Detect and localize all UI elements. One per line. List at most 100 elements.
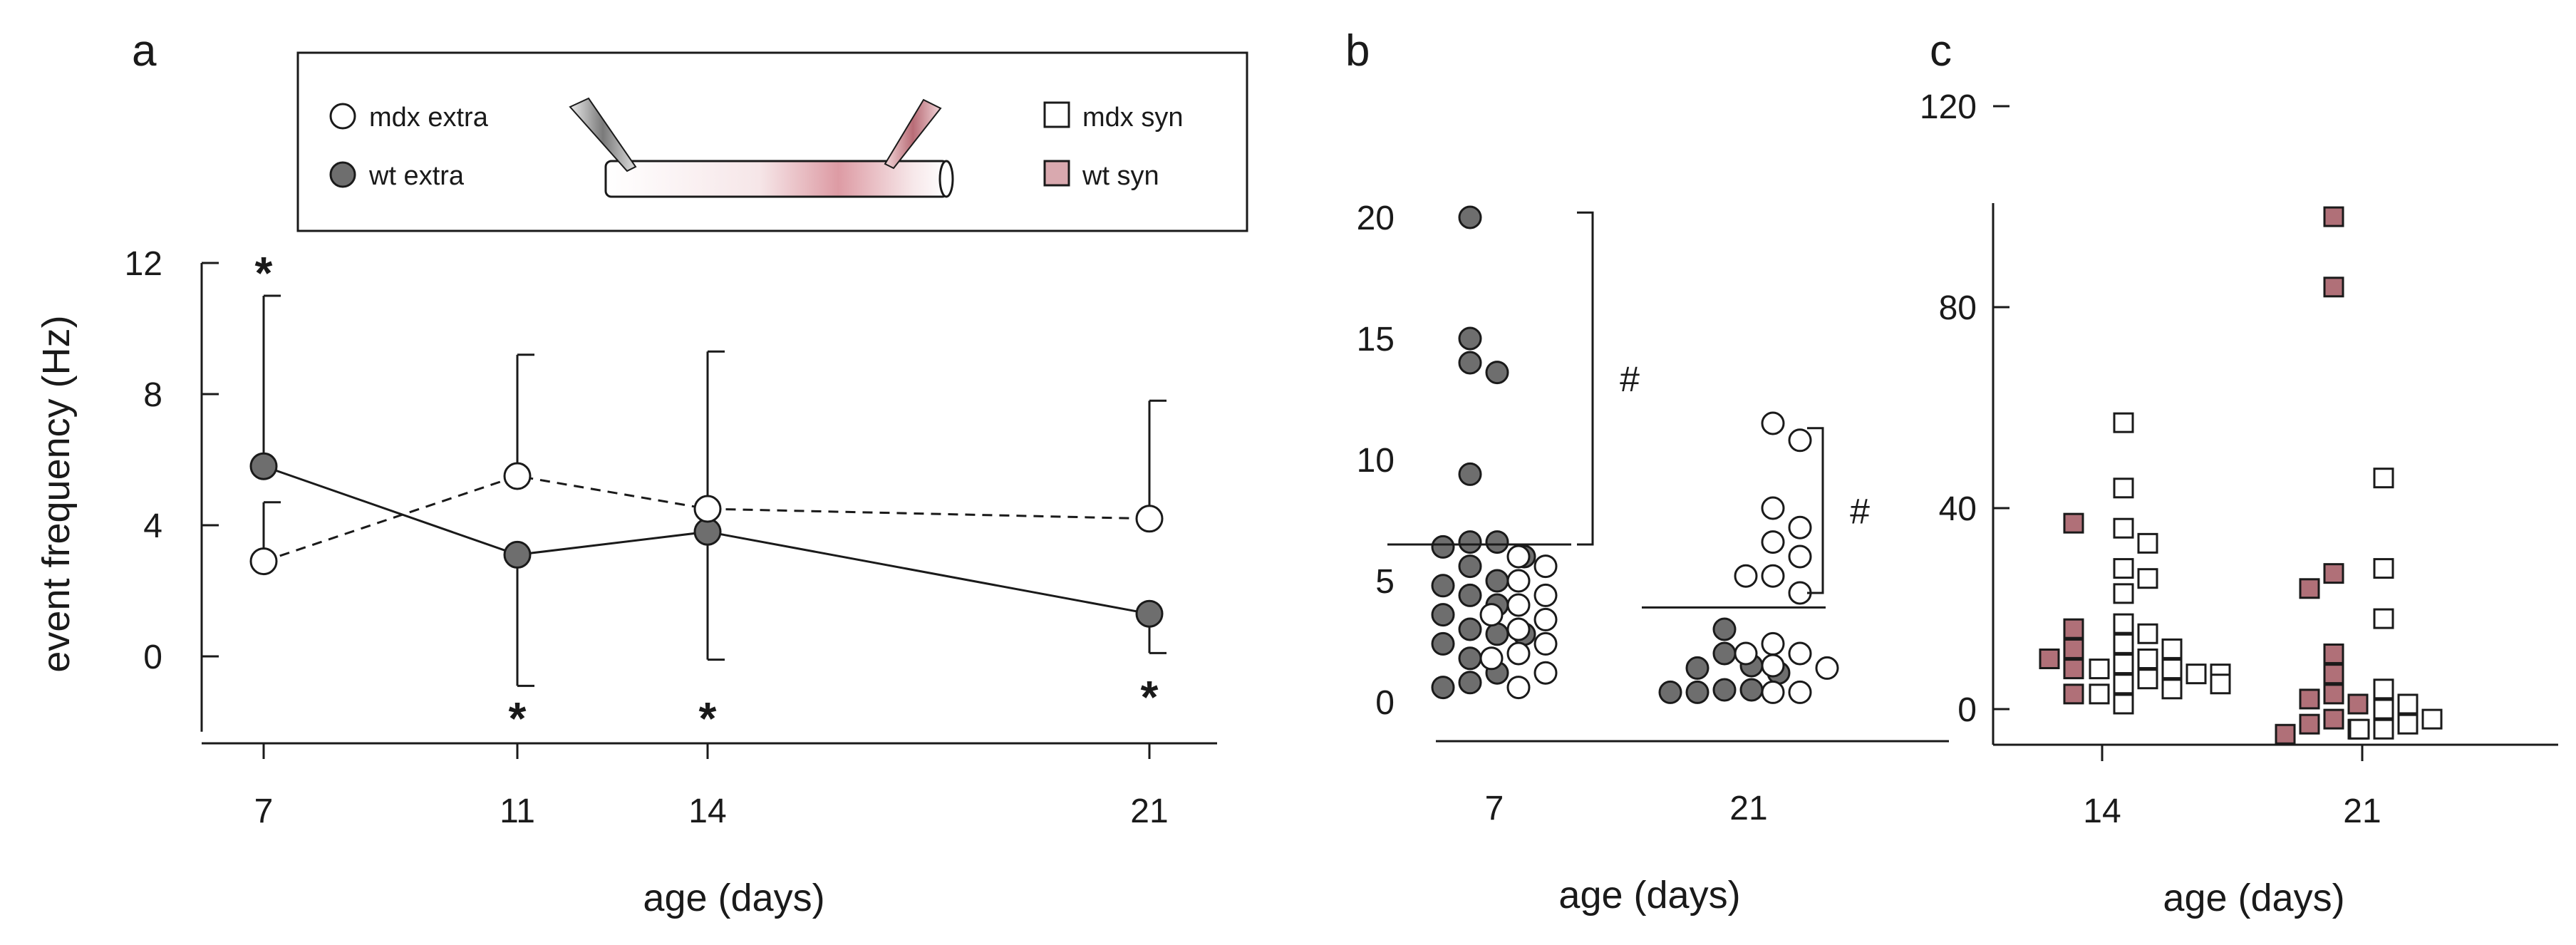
wt-extra-point xyxy=(1739,678,1764,702)
wt-extra-point xyxy=(1431,631,1455,656)
wt-extra-point xyxy=(1458,646,1482,671)
wt-syn-point xyxy=(2039,649,2060,669)
mdx-syn-point xyxy=(2089,659,2110,680)
panel-label-a: a xyxy=(132,26,157,76)
significance-bracket xyxy=(1807,427,1824,594)
panel-c-chart: 0 40 80 120 14 21 xyxy=(1920,88,2558,830)
mdx-extra-point xyxy=(1815,656,1839,680)
legend-wt-syn-marker xyxy=(1043,160,1070,187)
wt-extra-point xyxy=(1685,656,1709,680)
panel-b-xlabel: age (days) xyxy=(1558,874,1740,916)
mdx-extra-point xyxy=(1506,676,1531,700)
panel-a-x-tick-label: 21 xyxy=(1130,792,1168,830)
mdx-syn-point xyxy=(2113,412,2134,433)
mdx-extra-point xyxy=(1533,631,1558,656)
panel-b-y-tick-label: 0 xyxy=(1375,684,1395,722)
wt-extra-point xyxy=(1431,535,1455,559)
panel-a-x-tick-label: 14 xyxy=(688,792,726,830)
significance-star: * xyxy=(255,247,273,299)
wt-extra-point xyxy=(1458,583,1482,607)
wt-extra-point xyxy=(1458,351,1482,375)
extracellular-pipette-icon xyxy=(569,97,637,172)
mdx-syn-point xyxy=(2089,683,2110,705)
mdx-syn-point xyxy=(2161,678,2183,700)
significance-hash: # xyxy=(1850,491,1870,531)
panel-c-y-tick-label: 80 xyxy=(1939,289,1977,327)
wt-syn-point xyxy=(2323,206,2344,227)
wt-syn-point xyxy=(2063,683,2084,705)
wt-extra-point xyxy=(1712,678,1737,702)
mdx-syn-point xyxy=(2186,663,2207,685)
mdx-syn-point xyxy=(2161,638,2183,659)
wt-extra-point xyxy=(503,540,532,569)
panel-a-ylabel: event frequency (Hz) xyxy=(35,315,78,672)
mdx-extra-point xyxy=(1479,646,1504,671)
mdx-syn-point xyxy=(2397,693,2419,715)
mdx-syn-point xyxy=(2161,659,2183,680)
wt-syn-point xyxy=(2323,563,2344,584)
legend-mdx-extra-label: mdx extra xyxy=(369,103,489,133)
mdx-extra-point xyxy=(1761,564,1785,588)
wt-syn-point xyxy=(2323,643,2344,664)
mdx-syn-point xyxy=(2113,477,2134,499)
panel-a-y-tick-label: 12 xyxy=(125,245,162,283)
mdx-extra-point xyxy=(1788,680,1812,704)
wt-extra-point xyxy=(1458,617,1482,641)
panel-a-y-tick-label: 4 xyxy=(143,507,162,545)
wt-syn-point xyxy=(2063,638,2084,659)
mdx-syn-point xyxy=(2113,517,2134,539)
wt-syn-point xyxy=(2323,277,2344,298)
panel-a-x-tick-label: 7 xyxy=(254,792,274,830)
mdx-syn-point xyxy=(2137,568,2158,589)
mdx-syn-point xyxy=(2113,633,2134,654)
wt-extra-point xyxy=(1485,361,1509,385)
mdx-extra-point xyxy=(1506,593,1531,617)
panel-b-x-tick-label: 7 xyxy=(1485,790,1504,827)
mdx-syn-point xyxy=(2113,613,2134,634)
mdx-extra-point xyxy=(1788,428,1812,453)
wt-extra-point xyxy=(1431,676,1455,700)
wt-extra-point xyxy=(1458,205,1482,229)
wt-syn-point xyxy=(2323,708,2344,730)
mdx-syn-point xyxy=(2373,608,2394,629)
legend-wt-extra-label: wt extra xyxy=(368,161,465,191)
mdx-syn-point xyxy=(2349,718,2370,740)
panel-b-y-tick-label: 5 xyxy=(1375,563,1395,601)
panel-c-x-tick-label: 21 xyxy=(2343,792,2381,830)
mdx-extra-point xyxy=(1734,641,1758,666)
wt-extra-point xyxy=(1135,599,1164,628)
mdx-syn-point xyxy=(2373,468,2394,489)
wt-extra-point xyxy=(1712,617,1737,641)
mdx-extra-point xyxy=(1761,496,1785,520)
mdx-extra-point xyxy=(249,547,278,576)
wt-extra-point xyxy=(249,452,278,480)
legend-mdx-extra-marker xyxy=(329,103,356,130)
legend-mdx-syn-marker xyxy=(1043,101,1070,128)
wt-syn-point xyxy=(2063,512,2084,534)
mdx-extra-point xyxy=(1761,680,1785,704)
mdx-extra-point xyxy=(1788,544,1812,569)
panel-c-xlabel: age (days) xyxy=(2163,877,2344,919)
wt-extra-point xyxy=(1685,680,1709,704)
mdx-syn-point xyxy=(2373,558,2394,579)
wt-syn-point xyxy=(2275,723,2296,745)
panel-a-y-tick-label: 8 xyxy=(143,376,162,414)
legend-frame xyxy=(296,51,1248,232)
mdx-extra-point xyxy=(1533,583,1558,607)
panel-c-x-tick-label: 14 xyxy=(2083,792,2121,830)
panel-label-b: b xyxy=(1345,26,1370,76)
mdx-syn-point xyxy=(2137,532,2158,554)
panel-label-c: c xyxy=(1930,26,1952,76)
mdx-extra-point xyxy=(1533,607,1558,631)
cell-cylinder xyxy=(604,160,949,198)
wt-extra-point xyxy=(1658,680,1682,704)
wt-extra-line xyxy=(263,465,1150,615)
mdx-syn-point xyxy=(2373,718,2394,740)
mdx-extra-point xyxy=(1533,661,1558,685)
wt-syn-point xyxy=(2299,688,2320,710)
mdx-extra-point xyxy=(1788,515,1812,539)
mdx-extra-point xyxy=(503,462,532,490)
panel-a-xlabel: age (days) xyxy=(643,877,824,919)
mdx-extra-point xyxy=(1479,603,1504,627)
